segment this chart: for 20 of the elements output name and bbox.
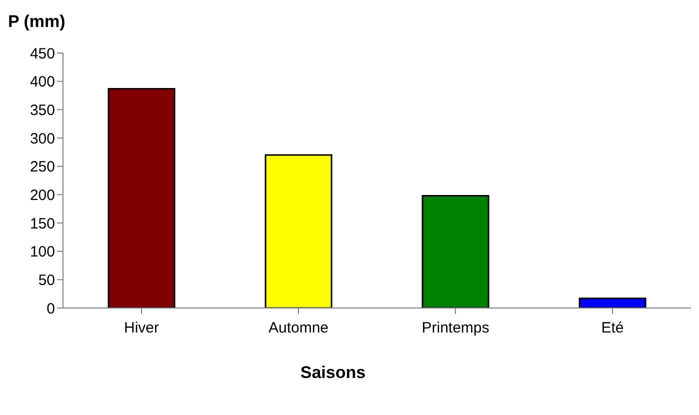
y-tick-label: 250 — [30, 158, 55, 176]
x-axis-title: Saisons — [299, 363, 367, 383]
x-tick-label: Automne — [268, 320, 329, 337]
bar — [264, 154, 332, 308]
y-tick-label: 0 — [46, 300, 55, 318]
y-axis-title: P (mm) — [8, 12, 66, 32]
y-tick-label: 100 — [30, 244, 55, 261]
x-tick-label: Hiver — [124, 320, 160, 337]
bar — [422, 195, 490, 308]
bar — [578, 298, 646, 308]
y-tick-label: 400 — [30, 74, 55, 91]
x-tick-label: Printemps — [422, 320, 490, 337]
x-tick-label: Eté — [601, 320, 624, 337]
y-tick-label: 450 — [30, 45, 55, 62]
y-tick-label: 150 — [30, 215, 55, 232]
y-tick-label: 350 — [30, 102, 55, 119]
bar — [108, 88, 176, 308]
y-tick-label: 200 — [30, 186, 55, 204]
y-tick-label: 300 — [30, 130, 55, 148]
y-tick-label: 50 — [38, 272, 55, 289]
